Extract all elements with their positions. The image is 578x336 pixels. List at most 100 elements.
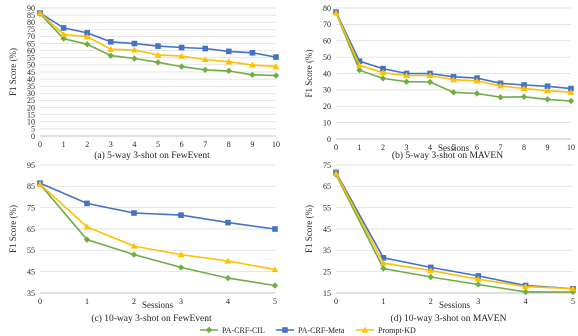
y-tick-label: 50	[323, 53, 331, 62]
data-point	[130, 242, 138, 249]
data-point	[426, 72, 434, 79]
data-point	[544, 83, 551, 90]
data-point	[131, 40, 138, 47]
y-tick-label: 55	[27, 246, 35, 255]
series-prompt-kd	[36, 9, 280, 70]
series-prompt-kd	[36, 180, 279, 273]
data-point	[60, 30, 67, 37]
y-tick-label: 5	[31, 125, 35, 134]
data-point	[474, 275, 482, 282]
y-tick-label: 60	[27, 46, 35, 55]
x-tick-label: 5	[156, 140, 160, 149]
y-tick-label: 40	[323, 69, 331, 78]
x-tick-label: 7	[203, 140, 207, 149]
series-prompt-kd	[332, 170, 577, 292]
series-pa-crf-cil	[332, 9, 575, 105]
x-tick-label: 0	[38, 297, 42, 306]
data-point	[473, 77, 481, 84]
x-tick-label: 1	[85, 297, 89, 306]
data-point	[36, 180, 44, 187]
x-tick-label: 5	[452, 143, 456, 152]
panel-caption: (d) 10-way 3-shot on MAVEN	[391, 313, 507, 324]
series-pa-crf-meta	[37, 10, 279, 60]
data-point	[380, 265, 387, 272]
data-point	[450, 89, 457, 96]
y-tick-label: 85	[27, 11, 35, 20]
data-point	[154, 51, 162, 58]
series-line	[39, 182, 276, 230]
data-point	[497, 82, 504, 89]
x-tick-label: 2	[85, 140, 89, 149]
y-tick-label: 10	[27, 118, 35, 127]
x-tick-label: 8	[522, 143, 526, 152]
y-axis-title: F1 Score (%)	[304, 50, 314, 98]
y-tick-label: 20	[323, 102, 331, 111]
data-point	[426, 78, 434, 86]
data-point	[332, 170, 340, 177]
x-tick-label: 6	[180, 140, 184, 149]
data-point	[272, 72, 280, 79]
series-prompt-kd	[332, 9, 575, 95]
data-point	[131, 55, 138, 62]
x-tick-label: 7	[499, 143, 503, 152]
x-tick-label: 5	[273, 297, 277, 306]
data-point	[178, 212, 184, 218]
data-point	[60, 25, 67, 31]
data-point	[379, 75, 387, 82]
data-point	[155, 43, 161, 49]
series-line	[335, 173, 574, 290]
x-tick-label: 0	[38, 140, 42, 149]
data-point	[177, 251, 185, 258]
y-tick-label: 60	[323, 37, 331, 46]
x-tick-label: 9	[546, 143, 550, 152]
data-point	[83, 236, 91, 243]
data-point	[380, 259, 387, 266]
data-point	[380, 255, 387, 261]
data-point	[497, 94, 504, 101]
data-point	[226, 48, 232, 55]
data-point	[568, 85, 574, 92]
x-tick-label: 5	[571, 297, 575, 306]
x-tick-label: 2	[381, 143, 385, 152]
y-tick-label: 65	[27, 225, 35, 234]
data-point	[450, 76, 457, 83]
legend-marker	[282, 327, 288, 333]
x-tick-label: 1	[62, 140, 66, 149]
data-point	[427, 273, 434, 281]
y-tick-label: 80	[27, 18, 35, 27]
y-tick-label: 40	[27, 75, 35, 84]
data-point	[249, 50, 256, 56]
data-point	[201, 56, 209, 63]
data-point	[178, 44, 185, 51]
data-point	[225, 219, 231, 226]
y-tick-label: 80	[323, 4, 331, 13]
x-tick-label: 3	[179, 297, 183, 306]
data-point	[202, 45, 208, 52]
y-tick-label: 70	[323, 20, 331, 29]
x-tick-label: 4	[428, 143, 432, 152]
series-line	[39, 183, 276, 271]
data-point	[60, 35, 67, 42]
x-tick-label: 0	[334, 297, 338, 306]
data-point	[567, 97, 575, 105]
data-point	[84, 200, 90, 207]
data-point	[544, 96, 551, 103]
data-point	[520, 85, 528, 92]
y-tick-label: 75	[27, 203, 35, 212]
y-tick-label: 30	[27, 89, 35, 98]
legend-item: PA-CRF-CIL	[200, 326, 265, 335]
y-tick-label: 35	[323, 246, 331, 255]
legend: PA-CRF-CIL PA-CRF-Meta Prompt-KD	[200, 326, 416, 335]
x-tick-label: 0	[334, 143, 338, 152]
y-tick-label: 85	[27, 182, 35, 191]
data-point	[108, 39, 114, 45]
data-point	[403, 72, 410, 79]
data-point	[356, 58, 363, 65]
y-tick-label: 45	[323, 225, 331, 234]
data-point	[273, 54, 279, 60]
x-tick-label: 1	[358, 143, 362, 152]
data-point	[130, 251, 138, 258]
